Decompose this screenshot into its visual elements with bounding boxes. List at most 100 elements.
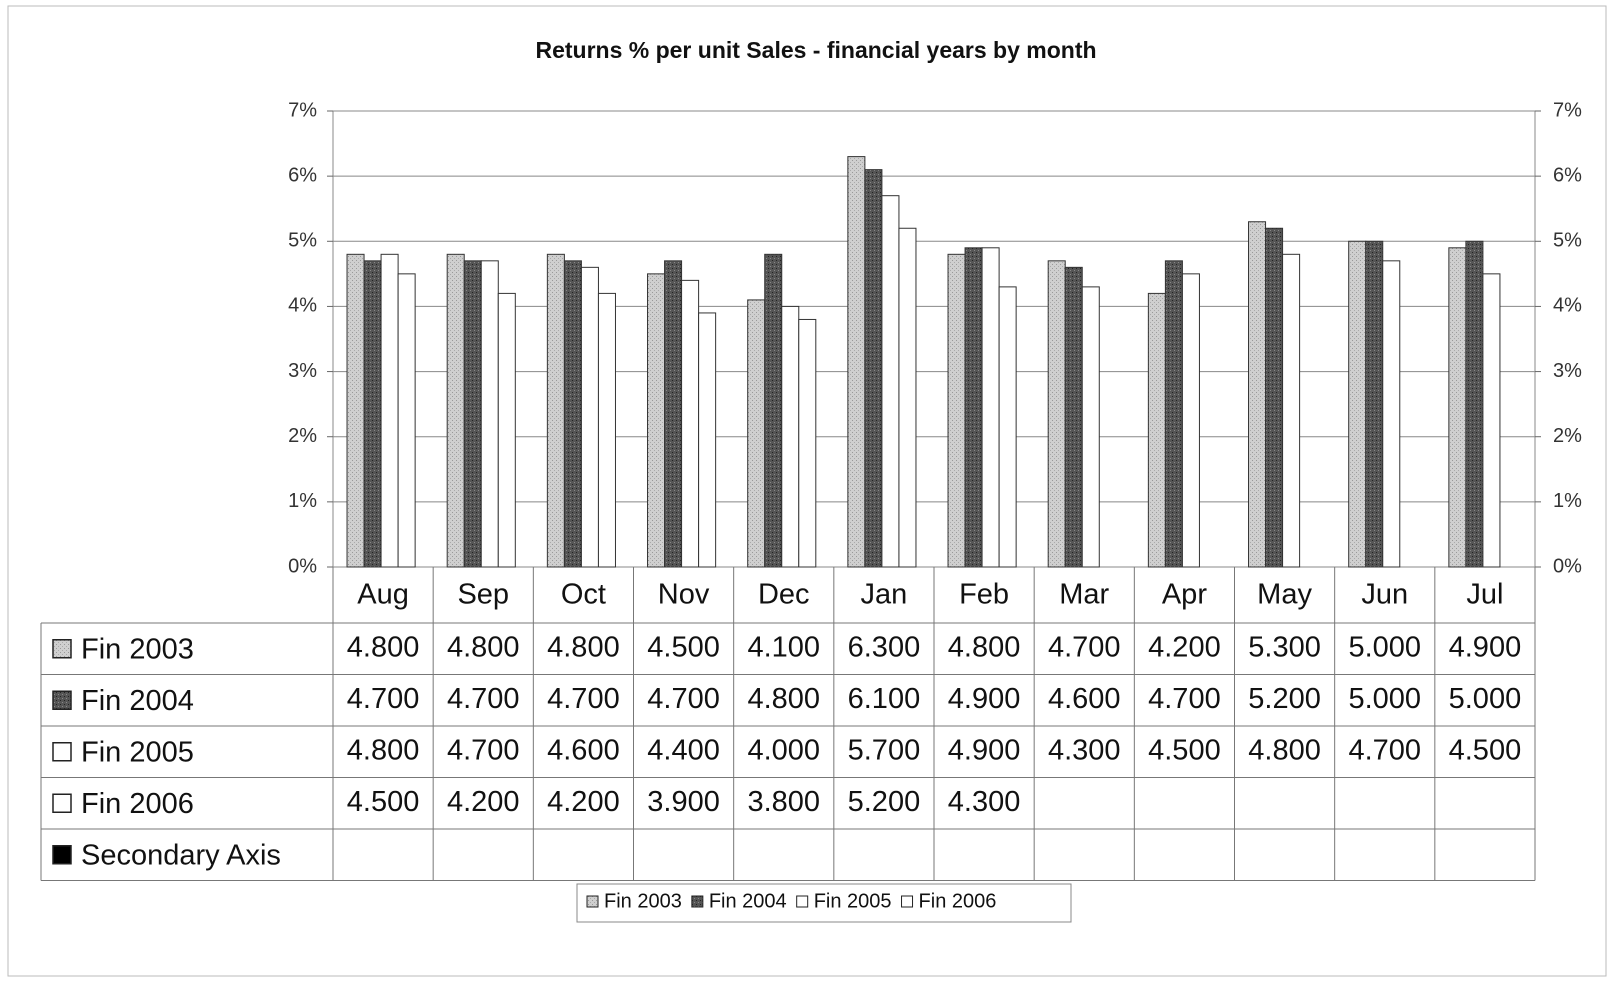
bar <box>563 260 582 568</box>
y2-tick-label: 4% <box>1553 295 1582 317</box>
bar <box>847 156 866 568</box>
table-row-label: Fin 2005 <box>81 736 194 768</box>
bar <box>1181 273 1200 568</box>
table-cell: 4.500 <box>347 786 420 818</box>
y2-tick-label: 0% <box>1553 555 1582 577</box>
x-tick-label: Jan <box>861 579 908 611</box>
table-cell: 4.800 <box>447 631 520 663</box>
x-tick-label: Oct <box>561 579 606 611</box>
bar <box>947 253 966 568</box>
table-cell: 4.500 <box>1148 734 1221 766</box>
table-cell: 4.700 <box>1048 631 1121 663</box>
bar <box>597 292 616 568</box>
x-tick-label: Jul <box>1466 579 1503 611</box>
table-cell: 4.700 <box>1148 683 1221 715</box>
table-cell: 5.200 <box>1248 683 1321 715</box>
table-cell: 4.800 <box>948 631 1021 663</box>
plot-area <box>332 110 1536 568</box>
table-cell: 4.700 <box>547 683 620 715</box>
legend-swatch <box>901 895 914 908</box>
x-tick-label: Nov <box>658 579 710 611</box>
table-cell: 4.900 <box>948 683 1021 715</box>
table-cell: 4.700 <box>1348 734 1421 766</box>
y-tick-label: 0% <box>288 555 317 577</box>
bar <box>446 253 465 568</box>
y2-tick-label: 1% <box>1553 490 1582 512</box>
table-swatch <box>52 639 72 659</box>
table-cell: 6.100 <box>848 683 921 715</box>
table-row-label: Fin 2003 <box>81 633 194 665</box>
table-cell: 5.700 <box>848 734 921 766</box>
x-tick-label: May <box>1257 579 1312 611</box>
table-cell: 4.500 <box>647 631 720 663</box>
table-row-label: Fin 2006 <box>81 788 194 820</box>
bar <box>1248 221 1267 568</box>
bar <box>363 260 382 568</box>
table-swatch <box>52 690 72 710</box>
table-cell: 5.000 <box>1348 631 1421 663</box>
y-tick-label: 1% <box>288 490 317 512</box>
bar <box>664 260 683 568</box>
bar <box>1147 292 1166 568</box>
bar <box>1348 240 1367 568</box>
legend-box <box>576 883 1072 923</box>
table-cell: 4.200 <box>447 786 520 818</box>
bar <box>346 253 365 568</box>
y2-tick-label: 3% <box>1553 360 1582 382</box>
table-cell: 5.000 <box>1348 683 1421 715</box>
bar <box>781 305 800 568</box>
y2-tick-label: 5% <box>1553 230 1582 252</box>
x-tick-label: Aug <box>357 579 409 611</box>
bar <box>397 273 416 568</box>
bar <box>1164 260 1183 568</box>
table-cell: 4.500 <box>1449 734 1522 766</box>
bar <box>380 253 399 568</box>
bar <box>1365 240 1384 568</box>
table-cell: 4.800 <box>347 631 420 663</box>
bar <box>1081 286 1100 568</box>
legend-label: Fin 2003 <box>604 890 682 912</box>
table-cell: 4.400 <box>647 734 720 766</box>
x-tick-label: Apr <box>1162 579 1207 611</box>
bar <box>647 273 666 568</box>
bar <box>1282 253 1301 568</box>
table-cell: 4.900 <box>948 734 1021 766</box>
legend-swatch <box>586 895 599 908</box>
legend-label: Fin 2005 <box>814 890 892 912</box>
table-cell: 4.200 <box>1148 631 1221 663</box>
bar <box>463 260 482 568</box>
x-tick-label: Sep <box>457 579 509 611</box>
y-tick-label: 3% <box>288 360 317 382</box>
bar <box>580 266 599 568</box>
table-cell: 4.800 <box>347 734 420 766</box>
table-swatch <box>52 793 72 813</box>
bar <box>1482 273 1501 568</box>
table-cell: 5.200 <box>848 786 921 818</box>
bar <box>681 279 700 568</box>
table-cell: 4.700 <box>447 734 520 766</box>
table-cell: 4.600 <box>1048 683 1121 715</box>
table-cell: 3.900 <box>647 786 720 818</box>
bar <box>864 169 883 568</box>
table-cell: 5.300 <box>1248 631 1321 663</box>
bar <box>546 253 565 568</box>
bar <box>747 299 766 568</box>
y-tick-label: 5% <box>288 230 317 252</box>
x-tick-label: Feb <box>959 579 1009 611</box>
bar <box>998 286 1017 568</box>
legend-label: Fin 2004 <box>709 890 787 912</box>
bar <box>1265 227 1284 568</box>
y2-tick-label: 2% <box>1553 425 1582 447</box>
y2-tick-label: 7% <box>1553 99 1582 121</box>
y-tick-label: 4% <box>288 295 317 317</box>
table-cell: 4.700 <box>347 683 420 715</box>
legend-swatch <box>796 895 809 908</box>
table-cell: 4.000 <box>747 734 820 766</box>
table-row-label: Fin 2004 <box>81 685 194 717</box>
table-cell: 4.300 <box>948 786 1021 818</box>
table-cell: 4.600 <box>547 734 620 766</box>
legend-label: Fin 2006 <box>919 890 997 912</box>
bar <box>497 292 516 568</box>
bar <box>898 227 917 568</box>
